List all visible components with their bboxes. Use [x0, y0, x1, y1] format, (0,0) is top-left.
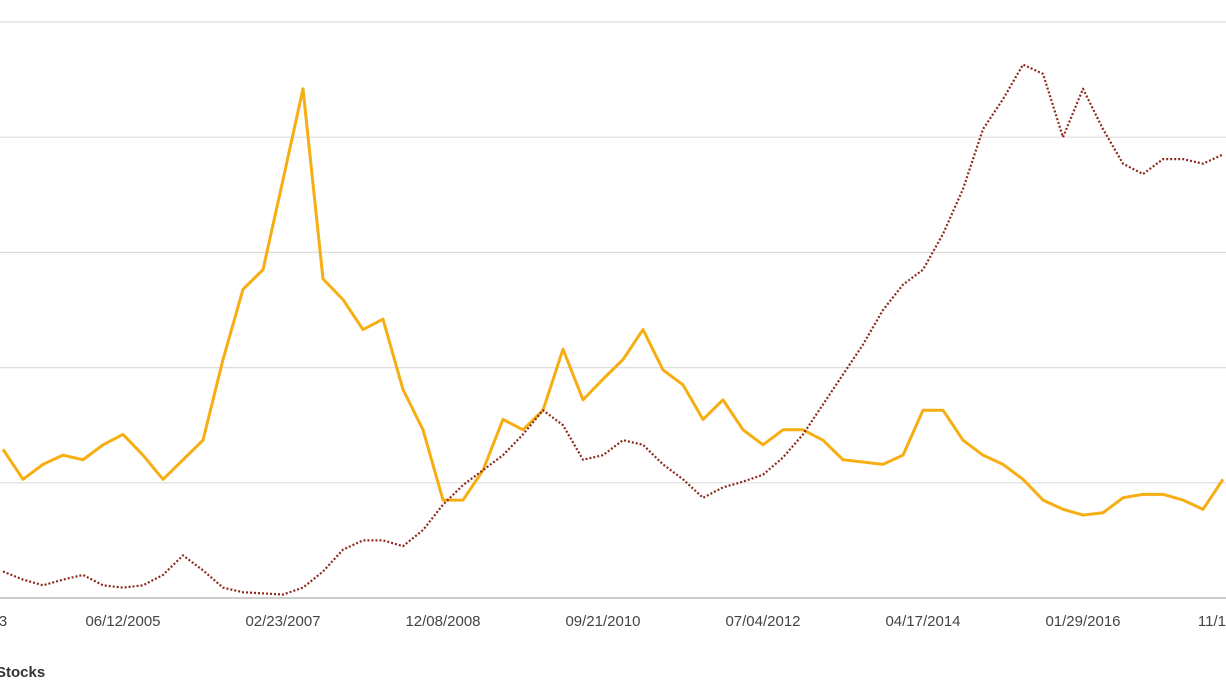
- x-tick-label: 06/12/2005: [85, 613, 160, 630]
- series-line: [1, 87, 1225, 517]
- series-line: [2, 63, 1224, 596]
- x-tick-label: 09/21/2010: [565, 613, 640, 630]
- x-tick-label: 3: [0, 613, 7, 630]
- x-tick-label: 01/29/2016: [1045, 613, 1120, 630]
- x-tick-label: 04/17/2014: [885, 613, 960, 630]
- x-tick-label: 12/08/2008: [405, 613, 480, 630]
- x-tick-label: 07/04/2012: [725, 613, 800, 630]
- x-tick-label: 02/23/2007: [245, 613, 320, 630]
- legend-label: Stocks: [0, 664, 45, 681]
- x-tick-label: 11/1: [1198, 613, 1226, 630]
